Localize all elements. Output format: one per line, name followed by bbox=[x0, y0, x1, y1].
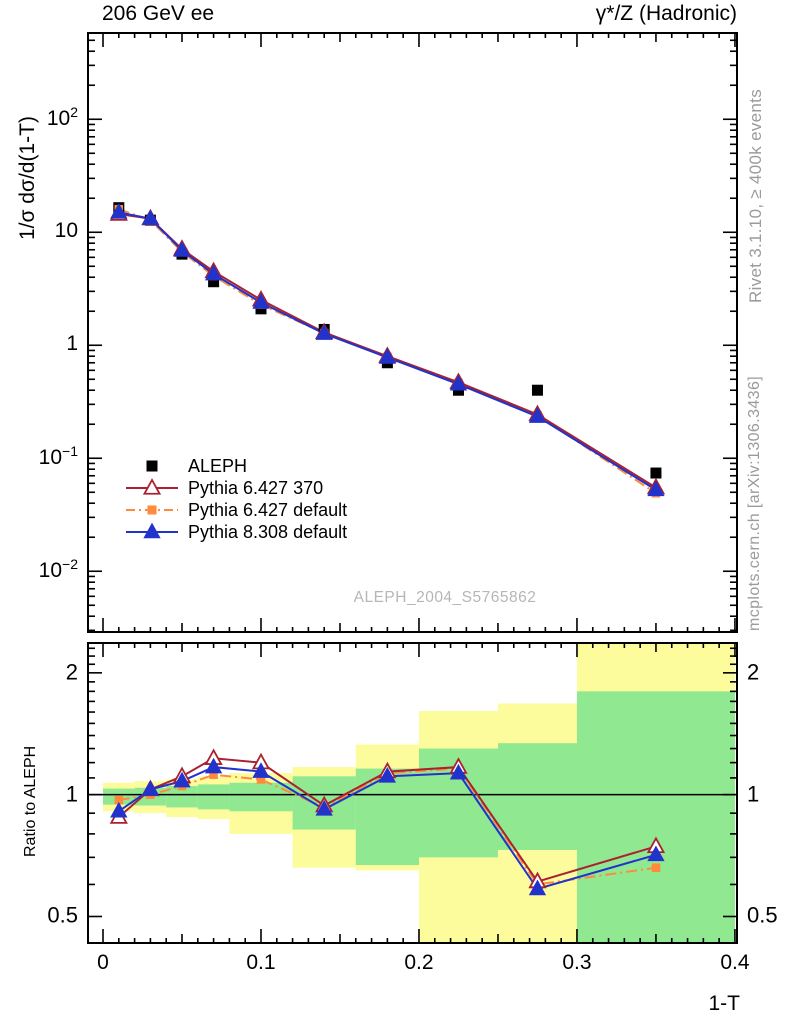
legend-marker-blue-triangle bbox=[126, 522, 178, 539]
legend-entry-pythia6-370: Pythia 6.427 370 bbox=[126, 477, 347, 499]
main-y-tick-label: 102 bbox=[46, 104, 78, 131]
ratio-y-axis-title: Ratio to ALEPH bbox=[22, 745, 39, 857]
x-tick-label: 0.2 bbox=[404, 951, 434, 974]
main-y-axis-title: 1/σ dσ/d(1-T) bbox=[16, 116, 39, 240]
mcplots-reference-note: mcplots.cern.ch [arXiv:1306.3436] bbox=[746, 375, 763, 631]
x-axis-title: 1-T bbox=[708, 992, 741, 1015]
main-y-tick-label: 10−2 bbox=[38, 556, 78, 583]
main-y-tick-label: 10 bbox=[54, 219, 78, 243]
analysis-id-watermark: ALEPH_2004_S5765862 bbox=[353, 589, 537, 606]
legend-entry-pythia8-default: Pythia 8.308 default bbox=[126, 521, 347, 543]
legend: ALEPH Pythia 6.427 370 Pythia 6.427 defa… bbox=[126, 455, 347, 543]
x-tick-label: 0 bbox=[97, 951, 109, 974]
legend-label-pythia6-370: Pythia 6.427 370 bbox=[188, 477, 324, 498]
ratio-y-tick-label-right: 2 bbox=[747, 659, 760, 685]
x-tick-label: 0.4 bbox=[720, 951, 750, 974]
ratio-y-tick-label-left: 0.5 bbox=[47, 902, 78, 928]
ratio-y-tick-label-right: 0.5 bbox=[747, 902, 778, 928]
legend-marker-open-triangle bbox=[126, 478, 178, 495]
rivet-version-note: Rivet 3.1.10, ≥ 400k events bbox=[746, 89, 765, 303]
legend-entry-aleph: ALEPH bbox=[126, 455, 347, 477]
header-beam-energy: 206 GeV ee bbox=[102, 2, 215, 25]
legend-label-aleph: ALEPH bbox=[188, 455, 248, 476]
legend-marker-orange-square bbox=[126, 505, 178, 515]
ratio-y-tick-label-left: 1 bbox=[65, 781, 78, 807]
series-main-panel bbox=[109, 202, 666, 498]
x-tick-label: 0.1 bbox=[246, 951, 276, 974]
ratio-y-tick-label-left: 2 bbox=[65, 659, 78, 685]
legend-label-pythia8-default: Pythia 8.308 default bbox=[188, 521, 348, 542]
legend-marker-aleph-square bbox=[146, 460, 158, 472]
main-y-tick-label: 10−1 bbox=[38, 443, 78, 470]
ratio-uncertainty-bands bbox=[103, 643, 735, 943]
legend-entry-pythia6-default: Pythia 6.427 default bbox=[126, 499, 347, 521]
axis-ticks bbox=[88, 33, 737, 943]
series-ratio-panel bbox=[109, 748, 666, 896]
legend-label-pythia6-default: Pythia 6.427 default bbox=[188, 499, 348, 520]
panel-frames bbox=[87, 32, 738, 944]
header-process: γ*/Z (Hadronic) bbox=[595, 2, 737, 25]
x-tick-label: 0.3 bbox=[562, 951, 592, 974]
ratio-y-tick-label-right: 1 bbox=[747, 781, 760, 807]
main-y-tick-label: 1 bbox=[66, 332, 78, 356]
